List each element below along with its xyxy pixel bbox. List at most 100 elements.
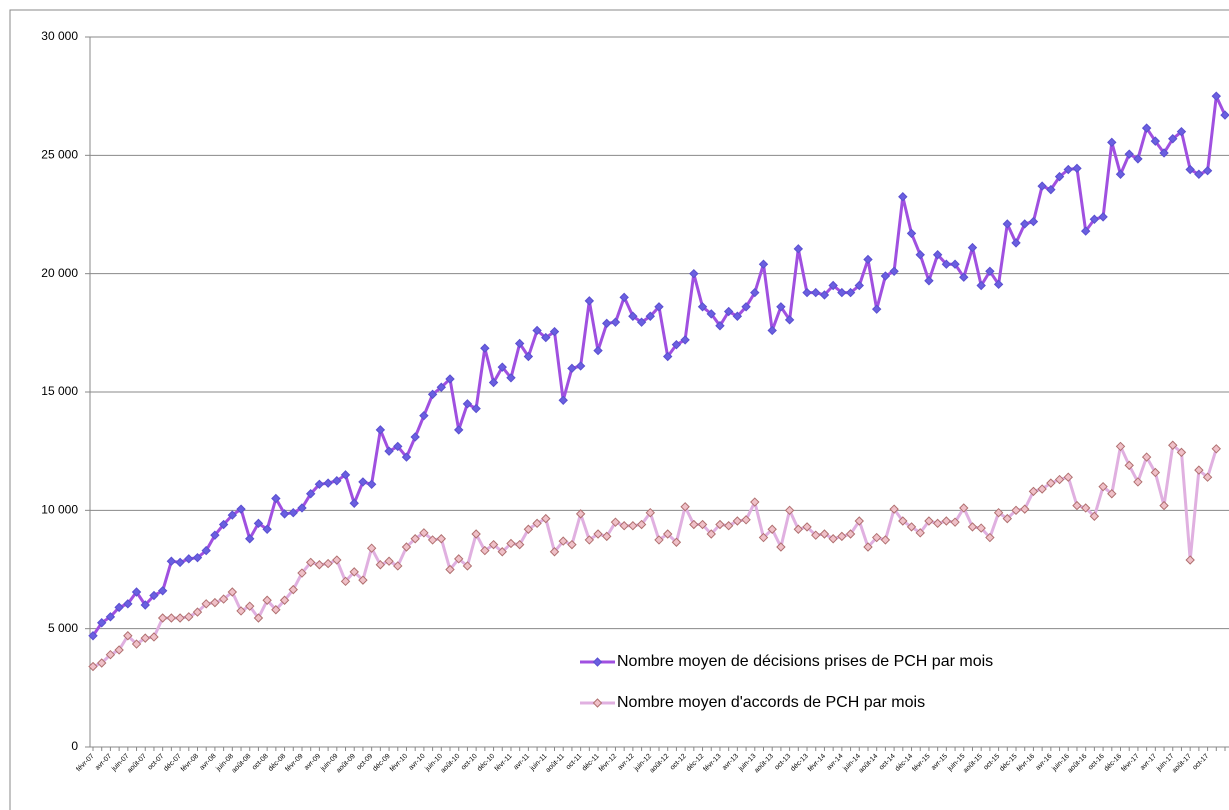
marker	[314, 479, 325, 490]
marker	[549, 326, 560, 337]
x-tick-label: déc-16	[1103, 753, 1123, 773]
marker	[210, 530, 220, 540]
marker	[1037, 181, 1047, 191]
marker	[811, 530, 821, 540]
marker	[584, 296, 595, 306]
marker	[305, 557, 316, 568]
x-tick-label: déc-07	[163, 753, 183, 773]
marker	[697, 302, 708, 312]
marker	[157, 613, 168, 623]
marker	[784, 505, 795, 516]
marker	[636, 519, 647, 530]
marker	[393, 561, 403, 571]
marker	[1176, 126, 1187, 137]
marker	[898, 516, 908, 526]
x-tick-label: déc-10	[476, 753, 496, 773]
marker	[497, 547, 507, 557]
marker	[758, 532, 769, 543]
marker	[245, 601, 255, 611]
marker	[541, 332, 551, 343]
marker	[245, 534, 255, 544]
marker	[680, 502, 690, 512]
marker	[567, 539, 577, 550]
x-tick-label: févr-15	[911, 753, 931, 773]
marker	[105, 649, 116, 660]
marker	[863, 254, 873, 265]
marker	[393, 441, 403, 452]
marker	[227, 587, 238, 597]
marker	[732, 516, 743, 526]
x-tick-label: déc-09	[372, 753, 392, 773]
marker	[671, 339, 682, 350]
marker	[758, 259, 769, 269]
marker	[706, 529, 716, 539]
marker	[514, 539, 525, 550]
x-tick-label: févr-13	[702, 753, 722, 773]
marker	[880, 535, 891, 545]
marker	[410, 432, 420, 442]
marker	[1098, 481, 1108, 492]
marker	[959, 272, 969, 282]
marker	[750, 287, 760, 298]
x-tick-label: déc-15	[999, 753, 1019, 773]
marker	[1115, 441, 1126, 452]
marker	[340, 470, 351, 480]
marker	[689, 268, 699, 279]
marker	[602, 531, 612, 542]
marker	[279, 595, 290, 605]
marker	[1124, 460, 1134, 471]
x-tick-label: août-17	[1171, 753, 1193, 775]
marker	[924, 516, 934, 526]
marker	[1063, 164, 1073, 175]
marker	[488, 539, 499, 550]
marker	[549, 547, 560, 557]
marker	[628, 521, 638, 531]
marker	[1211, 91, 1221, 101]
marker	[1054, 171, 1065, 182]
marker	[811, 287, 821, 298]
marker	[175, 613, 185, 623]
marker	[1194, 465, 1204, 475]
x-tick-label: févr-16	[1016, 753, 1036, 773]
marker	[1089, 214, 1100, 224]
marker	[279, 509, 290, 519]
marker	[976, 523, 986, 533]
marker	[1133, 154, 1143, 164]
marker	[1168, 134, 1178, 144]
marker	[323, 558, 333, 569]
marker	[567, 363, 577, 374]
y-tick-label: 15 000	[41, 384, 78, 398]
y-tick-label: 30 000	[41, 29, 78, 43]
marker	[375, 425, 386, 435]
marker	[802, 522, 812, 532]
marker	[454, 554, 464, 564]
x-tick-label: août-07	[126, 753, 148, 775]
marker	[715, 321, 725, 331]
marker	[854, 516, 864, 526]
marker	[1133, 477, 1143, 487]
marker	[1202, 166, 1213, 176]
marker	[854, 280, 864, 291]
marker	[880, 271, 891, 281]
legend-marker	[592, 698, 603, 708]
marker	[332, 555, 342, 565]
marker	[976, 280, 986, 291]
marker	[1020, 219, 1030, 229]
marker	[776, 542, 786, 552]
y-tick-label: 0	[71, 739, 78, 753]
marker	[1046, 184, 1056, 195]
marker	[993, 507, 1004, 518]
marker	[1011, 238, 1021, 248]
marker	[375, 560, 386, 570]
marker	[271, 605, 281, 615]
marker	[558, 536, 568, 546]
marker	[201, 545, 211, 556]
marker	[959, 503, 969, 513]
marker	[793, 244, 804, 254]
marker	[462, 561, 473, 571]
marker	[636, 317, 647, 327]
marker	[863, 542, 873, 552]
x-tick-label: avr-15	[930, 753, 949, 772]
y-tick-label: 10 000	[41, 503, 78, 517]
